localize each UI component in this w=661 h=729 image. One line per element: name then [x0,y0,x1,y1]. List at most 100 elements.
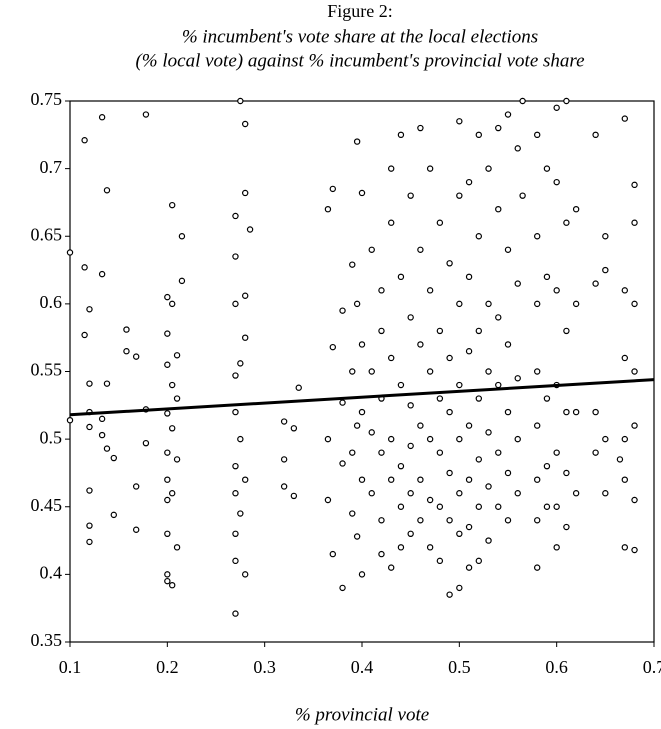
point [86,380,93,387]
point [534,564,541,571]
point [232,462,239,470]
point [602,435,609,443]
point [142,439,150,447]
point [324,496,332,504]
point [417,517,424,524]
point [572,490,580,497]
point [98,270,106,278]
point [621,287,629,294]
point [456,435,463,443]
point [232,408,239,416]
point [132,483,140,490]
x-tick-label: 0.5 [448,657,471,677]
point [572,300,580,308]
point [290,492,298,500]
point [465,348,473,355]
point [631,546,638,554]
point [485,429,492,436]
point [456,530,463,538]
point [514,435,521,443]
y-tick-label: 0.5 [40,427,63,447]
point [349,261,356,268]
point [339,584,346,592]
point [168,425,176,432]
point [241,292,249,299]
point [514,490,521,497]
point [631,181,638,189]
point [407,314,414,321]
point [81,331,88,339]
point [417,476,424,483]
point [475,456,482,463]
point [616,456,624,463]
point [164,571,171,578]
point [110,454,118,462]
point [324,205,332,213]
point [446,591,453,598]
point [358,571,366,578]
point [563,523,570,531]
point [534,131,541,139]
chart-subtitle: (% local vote) against % incumbent's pro… [135,50,584,71]
point [388,476,395,483]
point [572,205,580,213]
point [86,538,93,546]
point [426,165,434,172]
point [232,300,239,308]
point [456,490,463,497]
point [81,264,88,271]
x-tick-label: 0.1 [59,657,82,677]
point [232,490,239,497]
point [368,368,375,375]
point [66,249,74,256]
point [368,490,375,497]
chart-subtitle: % incumbent's vote share at the local el… [182,26,538,47]
point [329,343,336,351]
point [407,402,414,409]
point [456,381,463,389]
point [475,131,482,139]
point [436,327,444,335]
point [168,490,176,497]
point [86,487,93,494]
point [621,544,629,551]
point [103,445,111,452]
point [241,120,249,128]
point [534,368,541,375]
point [495,124,502,132]
point [543,462,551,470]
point [563,219,570,226]
point [446,469,453,477]
point [553,287,560,294]
point [378,327,385,335]
point [232,530,239,538]
point [563,408,570,416]
point [426,368,434,375]
point [164,476,171,483]
point [132,526,140,533]
point [426,435,434,443]
point [465,422,473,429]
point [280,418,288,425]
point [446,408,453,416]
point [631,219,638,226]
point [631,300,638,308]
point [495,503,502,510]
point [504,517,512,524]
y-tick-label: 0.4 [40,563,63,583]
point [164,577,171,585]
point [504,341,512,348]
point [329,185,336,193]
point [602,266,609,274]
point [504,111,512,118]
point [504,408,512,416]
point [173,352,181,359]
point [446,354,453,362]
point [168,381,176,389]
point [485,368,492,375]
point [164,293,171,301]
point [232,253,239,260]
point [417,124,424,132]
point [103,380,111,387]
point [164,496,171,504]
